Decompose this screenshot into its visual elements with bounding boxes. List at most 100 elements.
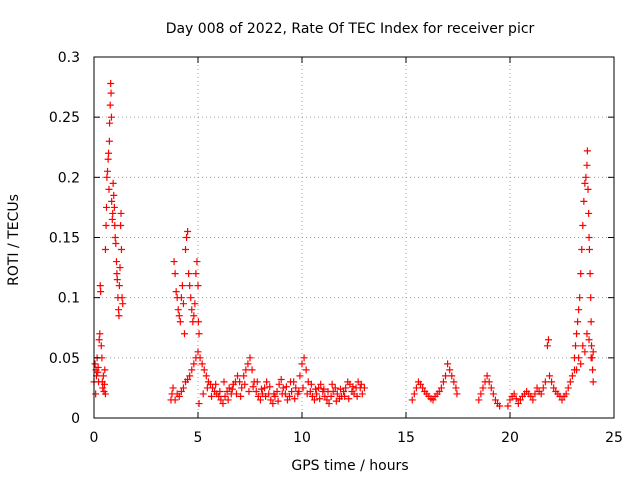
data-point: [248, 366, 256, 374]
data-point: [298, 360, 306, 368]
data-point: [577, 270, 585, 278]
data-point: [586, 270, 594, 278]
data-point: [581, 348, 589, 356]
data-point: [587, 354, 595, 362]
data-point: [442, 372, 450, 380]
data-point: [585, 209, 593, 217]
data-point: [208, 392, 216, 400]
data-point: [108, 215, 116, 223]
data-point: [575, 354, 583, 362]
data-point: [578, 246, 586, 254]
chart-title: Day 008 of 2022, Rate Of TEC Index for r…: [166, 21, 535, 37]
data-point: [103, 173, 111, 181]
axis-ticks: 0 5 10 15 20 25 0 0.05 0.1 0.15 0.2 0.25 0.3: [49, 50, 623, 446]
data-point: [324, 388, 332, 396]
data-point: [485, 378, 493, 386]
data-point: [242, 366, 250, 374]
data-point: [529, 396, 537, 404]
data-point: [107, 79, 115, 87]
data-point: [190, 360, 198, 368]
data-point: [583, 330, 591, 338]
data-point: [292, 384, 300, 392]
y-tick-label: 0.25: [49, 110, 80, 126]
data-point: [539, 384, 547, 392]
data-point: [489, 390, 497, 398]
data-point: [585, 246, 593, 254]
data-point: [566, 378, 574, 386]
data-point: [287, 378, 295, 386]
data-point: [199, 390, 207, 398]
data-point: [107, 113, 115, 121]
data-point: [192, 270, 200, 278]
data-point: [419, 384, 427, 392]
data-point: [107, 89, 115, 97]
data-point: [224, 396, 232, 404]
data-point: [106, 119, 114, 127]
data-point: [175, 392, 183, 400]
data-point: [288, 388, 296, 396]
data-point: [217, 396, 225, 404]
x-tick-label: 0: [90, 430, 99, 446]
data-point: [310, 396, 318, 404]
data-point: [358, 390, 366, 398]
data-point: [296, 372, 304, 380]
data-point: [254, 392, 262, 400]
data-point: [316, 395, 324, 403]
data-point: [299, 384, 307, 392]
data-point: [341, 392, 349, 400]
data-point: [171, 270, 179, 278]
data-point: [111, 234, 119, 241]
data-point: [315, 384, 323, 392]
data-point: [410, 390, 418, 398]
data-point: [193, 258, 201, 266]
data-point: [116, 264, 124, 272]
data-point: [579, 221, 587, 229]
data-point: [174, 306, 182, 314]
data-point: [246, 354, 254, 362]
data-point: [221, 392, 229, 400]
data-point: [475, 396, 483, 404]
data-point: [252, 388, 260, 396]
data-point: [587, 318, 595, 326]
data-point: [112, 240, 120, 248]
data-point: [583, 161, 591, 169]
data-point: [295, 388, 303, 396]
data-point: [452, 384, 460, 392]
data-point: [119, 300, 127, 308]
data-point: [266, 383, 274, 391]
data-point: [225, 384, 233, 392]
data-point: [262, 392, 270, 400]
data-point: [588, 342, 596, 350]
data-point: [112, 258, 120, 266]
data-point: [439, 378, 447, 386]
data-point: [550, 384, 558, 392]
data-point: [512, 395, 520, 403]
data-point: [96, 282, 104, 290]
data-point: [257, 385, 265, 393]
data-point: [573, 330, 581, 338]
data-point: [323, 396, 331, 404]
data-point: [113, 270, 121, 278]
data-point: [269, 400, 277, 408]
data-point: [483, 372, 491, 380]
data-point: [267, 396, 275, 404]
data-point: [195, 330, 203, 338]
data-point: [184, 375, 192, 383]
data-point: [179, 384, 187, 392]
data-point: [332, 397, 340, 405]
data-point: [169, 384, 177, 392]
data-point: [253, 378, 261, 386]
data-point: [104, 167, 112, 175]
data-point: [102, 221, 110, 229]
data-point: [548, 378, 556, 386]
data-point: [198, 360, 206, 368]
data-point: [360, 384, 368, 392]
x-tick-label: 20: [501, 430, 519, 446]
data-point: [110, 203, 118, 211]
data-point: [91, 360, 99, 368]
data-point: [118, 294, 126, 302]
data-point: [279, 384, 287, 392]
data-point: [342, 384, 350, 392]
data-point: [504, 402, 512, 410]
x-tick-label: 10: [293, 430, 311, 446]
